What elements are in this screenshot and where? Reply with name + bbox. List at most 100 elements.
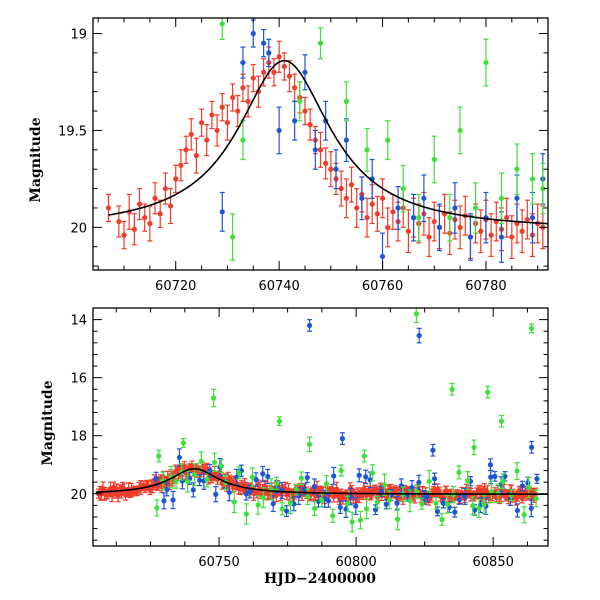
blue-outlier-point: [487, 458, 494, 472]
blue-data-point: [153, 471, 159, 486]
red-data-point: [255, 75, 262, 108]
y-tick-label: 19: [70, 28, 87, 43]
blue-data-point: [395, 186, 401, 230]
red-data-point: [390, 193, 396, 230]
green-data-point: [319, 493, 325, 508]
blue-data-point: [519, 480, 526, 492]
green-outlier-point: [276, 416, 282, 427]
green-data-point: [363, 498, 370, 520]
red-data-point: [478, 209, 484, 254]
green-data-point: [529, 153, 536, 205]
green-data-point: [473, 182, 479, 234]
green-outlier-point: [180, 438, 187, 448]
green-data-point: [311, 501, 318, 516]
x-tick-label: 60720: [155, 279, 196, 294]
red-data-point: [230, 83, 236, 112]
blue-data-point: [283, 505, 290, 518]
red-data-point: [116, 205, 122, 238]
green-data-point: [293, 483, 300, 496]
green-data-point: [426, 469, 432, 493]
blue-data-point: [452, 182, 458, 234]
red-data-point: [157, 199, 163, 228]
red-data-point: [338, 170, 344, 207]
red-data-point: [493, 201, 499, 242]
red-data-point: [307, 108, 313, 141]
green-data-point: [211, 452, 218, 473]
red-data-point: [152, 182, 158, 215]
red-data-point: [271, 58, 277, 87]
green-data-point: [364, 127, 370, 172]
red-data-point: [323, 147, 329, 180]
axes-frame: [92, 17, 549, 271]
blue-data-point: [410, 193, 417, 242]
blue-data-point: [304, 471, 310, 484]
blue-data-point: [379, 232, 386, 270]
blue-data-point: [260, 465, 266, 482]
plot-area: [105, 18, 548, 270]
green-data-point: [456, 465, 462, 480]
red-data-point: [235, 94, 241, 128]
x-tick-label: 60850: [473, 555, 514, 570]
bottom-panel: 60750 60800 60850 14 16 18 20: [70, 307, 549, 570]
green-data-point: [433, 496, 439, 510]
green-data-point: [191, 463, 198, 487]
red-data-point: [147, 205, 153, 242]
red-data-point: [431, 201, 437, 242]
fit-curve: [95, 467, 548, 495]
red-data-point: [105, 193, 112, 223]
green-data-point: [381, 473, 388, 497]
red-data-point: [224, 104, 231, 141]
blue-data-point: [247, 484, 253, 499]
red-data-point: [250, 63, 256, 93]
blue-data-point: [302, 54, 308, 91]
red-data-point: [519, 209, 525, 254]
blue-data-point: [266, 38, 272, 68]
blue-data-point: [213, 486, 219, 503]
blue-outlier-point: [306, 319, 313, 332]
axes-frame: [92, 307, 549, 547]
green-data-point: [349, 511, 355, 533]
red-data-point: [441, 193, 448, 234]
blue-data-point: [409, 480, 415, 496]
red-data-point: [343, 178, 349, 219]
blue-data-point: [492, 470, 498, 482]
red-data-point: [385, 207, 391, 248]
y-tick-label: 19.5: [58, 124, 87, 139]
green-data-point: [297, 81, 303, 122]
blue-data-point: [250, 19, 256, 48]
green-outlier-point: [498, 414, 505, 428]
red-data-point: [188, 118, 194, 151]
x-tick-label: 60780: [465, 279, 506, 294]
blue-data-point: [261, 29, 267, 58]
green-data-point: [483, 38, 489, 87]
blue-data-point: [164, 482, 170, 497]
red-data-point: [328, 151, 334, 188]
red-data-point: [198, 108, 205, 137]
blue-data-point: [325, 493, 332, 508]
blue-data-point: [240, 46, 246, 79]
green-data-point: [476, 498, 482, 519]
x-tick-label: 60800: [335, 555, 376, 570]
y-tick-label: 16: [70, 372, 87, 387]
green-data-point: [385, 120, 391, 161]
green-data-point: [481, 494, 487, 515]
green-data-point: [173, 474, 179, 489]
red-data-point: [524, 199, 530, 240]
bottom-x-axis-title: HJD−2400000: [264, 571, 376, 587]
green-outlier-point: [156, 449, 162, 463]
green-data-point: [260, 487, 266, 509]
red-data-point: [281, 52, 287, 81]
fit-curve: [108, 59, 548, 225]
blue-data-point: [398, 478, 404, 494]
blue-outlier-point: [430, 443, 436, 457]
blue-data-point: [456, 494, 462, 505]
red-data-point: [302, 96, 308, 126]
blue-data-point: [161, 492, 167, 510]
blue-data-point: [276, 106, 282, 155]
green-outlier-point: [361, 449, 367, 463]
blue-data-point: [337, 500, 343, 515]
green-data-point: [444, 494, 451, 514]
red-data-point: [509, 215, 515, 259]
green-data-point: [374, 495, 381, 509]
green-data-point: [243, 503, 250, 525]
